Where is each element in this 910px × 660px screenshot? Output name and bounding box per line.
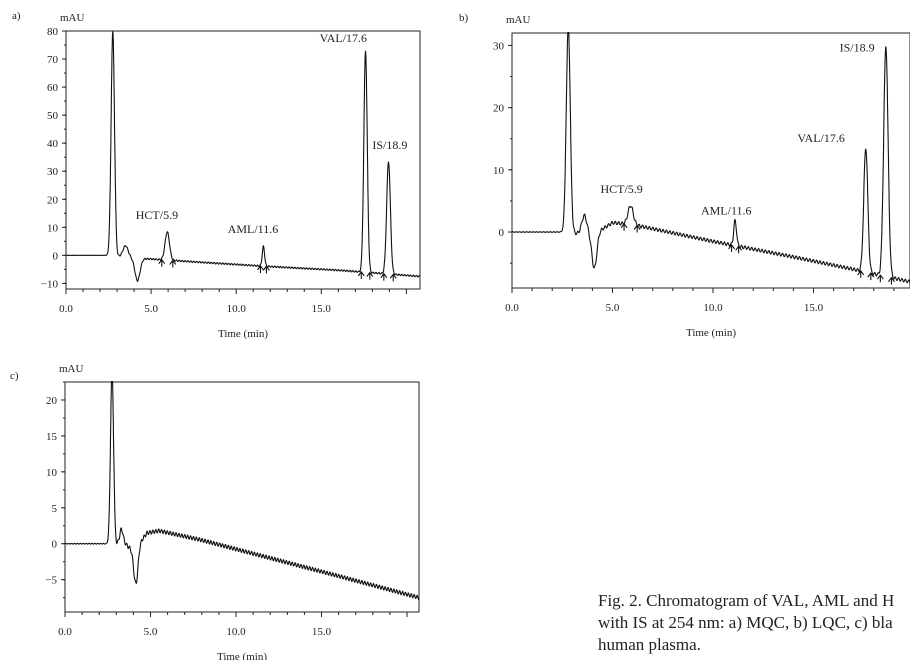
panel-c-x-axis-title: Time (min) — [217, 651, 267, 660]
panel-a-y-tick-label: 20 — [47, 194, 59, 206]
panel-b-plot-frame — [511, 32, 910, 289]
caption-line-1: Fig. 2. Chromatogram of VAL, AML and H — [598, 591, 895, 610]
panel-c-y-tick-label: 5 — [52, 503, 58, 515]
panel-a-peak-label: IS/18.9 — [372, 138, 407, 152]
panel-b-integration-marker — [735, 245, 743, 254]
panel-label-b: b) — [459, 12, 469, 24]
panel-a-peak-label: AML/11.6 — [228, 222, 279, 236]
panel-a-y-tick-label: −10 — [41, 278, 59, 290]
panel-b-y-tick-label: 20 — [493, 103, 505, 115]
panel-b-integration-marker — [728, 244, 736, 252]
panel-c-y-tick-label: 15 — [46, 431, 58, 443]
panel-b-integration-marker — [620, 222, 628, 231]
panel-b-integration-marker — [887, 276, 895, 285]
panel-a-y-axis-title: mAU — [60, 12, 85, 24]
figure-caption: Fig. 2. Chromatogram of VAL, AML and H w… — [598, 590, 910, 656]
panel-c-chromatogram-trace — [65, 381, 419, 601]
panel-b-chromatogram-trace — [512, 32, 910, 284]
panel-c-x-tick-label: 5.0 — [144, 626, 158, 638]
panel-b-integration-marker — [633, 224, 641, 233]
caption-line-3: human plasma. — [598, 635, 701, 654]
panel-a-integration-marker — [262, 265, 270, 274]
panel-c-y-tick-label: 10 — [46, 467, 58, 479]
panel-a-x-tick-label: 10.0 — [227, 303, 247, 315]
panel-a-integration-marker — [257, 265, 264, 273]
panel-b-y-tick-label: 0 — [499, 227, 505, 239]
panel-a-y-tick-label: 40 — [47, 138, 59, 150]
panel-b-peak-label: VAL/17.6 — [797, 131, 844, 145]
panel-b-peak-label: IS/18.9 — [840, 41, 875, 55]
panel-a-y-tick-label: 50 — [47, 110, 59, 122]
panel-c-y-tick-label: 0 — [52, 539, 58, 551]
panel-a-integration-marker — [357, 271, 365, 279]
panel-b-x-tick-label: 15.0 — [804, 302, 824, 314]
panel-c-x-tick-label: 0.0 — [58, 626, 72, 638]
panel-b-x-tick-label: 5.0 — [606, 302, 620, 314]
caption-line-2: with IS at 254 nm: a) MQC, b) LQC, c) bl… — [598, 613, 893, 632]
panel-a-integration-marker — [380, 272, 388, 281]
panel-label-c: c) — [10, 370, 19, 382]
panel-a-integration-marker — [169, 259, 177, 268]
panel-a-integration-marker — [366, 271, 374, 280]
panel-a-x-tick-label: 15.0 — [312, 303, 332, 315]
panel-a-y-tick-label: 80 — [47, 26, 59, 38]
panel-b-peak-label: AML/11.6 — [701, 204, 752, 218]
panel-b-x-tick-label: 0.0 — [505, 302, 519, 314]
panel-b-integration-marker — [876, 274, 884, 283]
panel-b-integration-marker — [857, 269, 865, 278]
panel-a-integration-marker — [389, 273, 397, 282]
panel-c-y-tick-label: −5 — [45, 575, 57, 587]
panel-a-y-tick-label: 10 — [47, 222, 59, 234]
panel-a-plot-frame — [65, 30, 421, 290]
panel-b-x-axis-title: Time (min) — [686, 327, 736, 339]
panel-c-x-tick-label: 15.0 — [312, 626, 332, 638]
panel-a-peak-label: HCT/5.9 — [136, 208, 178, 222]
panel-a-x-tick-label: 5.0 — [144, 303, 158, 315]
panel-a-x-axis-title: Time (min) — [218, 328, 268, 340]
panel-a-y-tick-label: 0 — [53, 250, 59, 262]
panel-c-y-axis-title: mAU — [59, 363, 84, 375]
panel-b-integration-marker — [867, 272, 875, 281]
panel-a-x-tick-label: 0.0 — [59, 303, 73, 315]
panel-c-plot-frame — [64, 381, 420, 613]
panel-a-y-tick-label: 70 — [47, 54, 59, 66]
panel-b-x-tick-label: 10.0 — [703, 302, 723, 314]
panel-b-peak-label: HCT/5.9 — [600, 182, 642, 196]
panel-a-y-tick-label: 60 — [47, 82, 59, 94]
panel-c-y-tick-label: 20 — [46, 395, 58, 407]
panel-c-x-tick-label: 10.0 — [226, 626, 246, 638]
panel-b-y-tick-label: 10 — [493, 165, 505, 177]
panel-label-a: a) — [12, 10, 21, 22]
panel-b-y-tick-label: 30 — [493, 40, 505, 52]
panel-b-y-axis-title: mAU — [506, 14, 531, 26]
panel-a-integration-marker — [158, 258, 166, 267]
panel-a-chromatogram-trace — [66, 31, 420, 283]
panel-a-peak-label: VAL/17.6 — [320, 31, 367, 45]
panel-a-y-tick-label: 30 — [47, 166, 59, 178]
